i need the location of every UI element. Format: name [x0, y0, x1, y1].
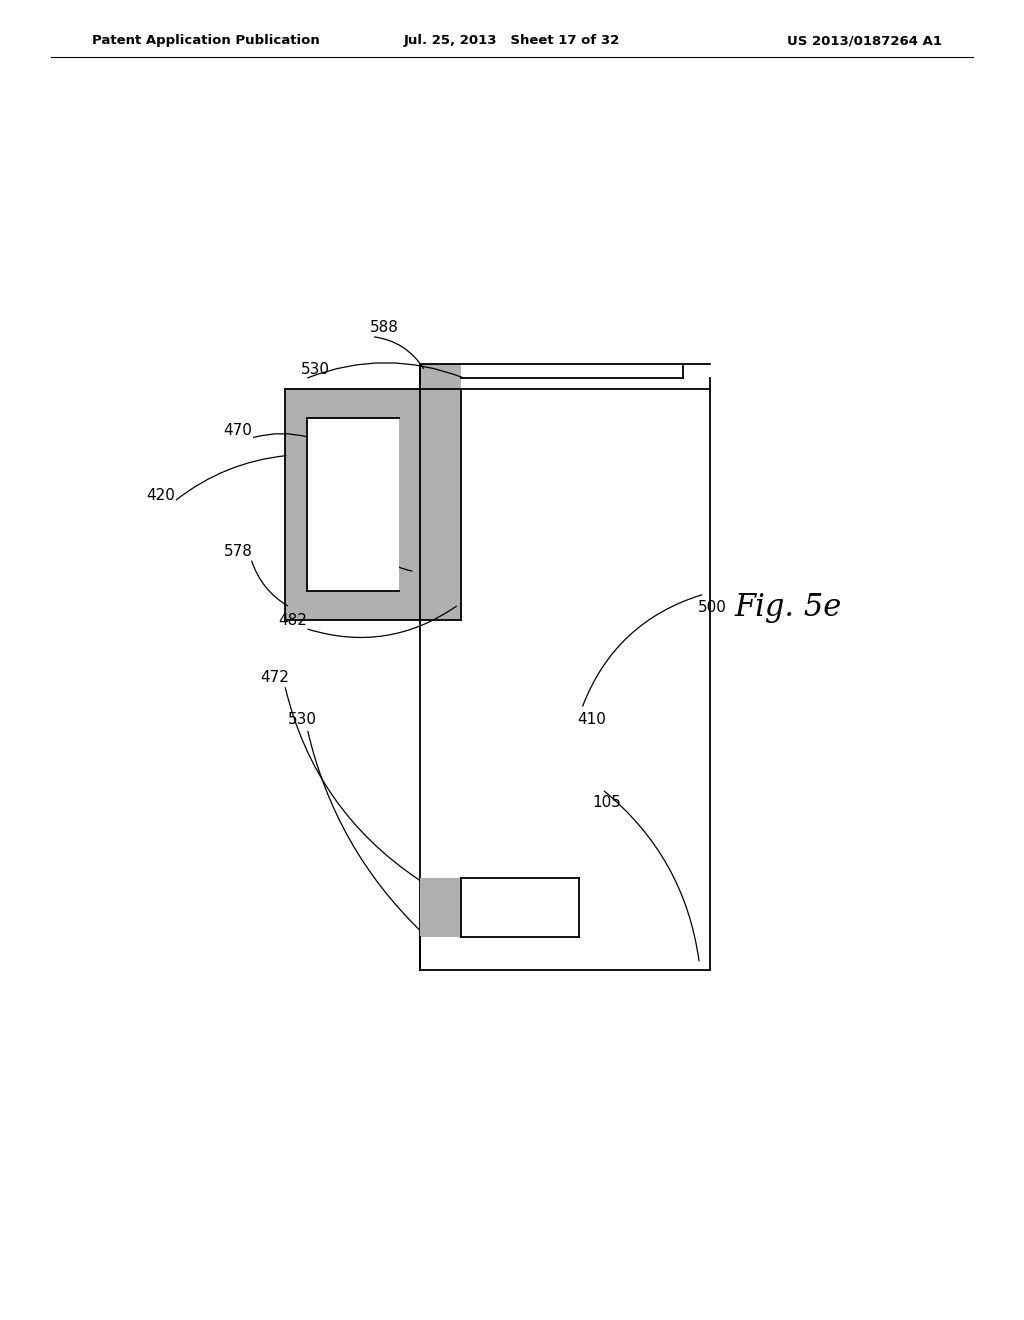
Text: 105: 105	[593, 795, 622, 810]
Bar	[285, 389, 461, 620]
Text: 530: 530	[301, 362, 330, 378]
Bar	[420, 364, 461, 620]
Text: Patent Application Publication: Patent Application Publication	[92, 34, 319, 48]
Text: US 2013/0187264 A1: US 2013/0187264 A1	[787, 34, 942, 48]
Text: Jul. 25, 2013   Sheet 17 of 32: Jul. 25, 2013 Sheet 17 of 32	[403, 34, 621, 48]
Text: 410: 410	[578, 711, 606, 727]
Text: 476: 476	[362, 487, 391, 503]
Text: 420: 420	[146, 487, 175, 503]
Text: 482: 482	[279, 612, 307, 628]
Bar	[420, 878, 579, 937]
Bar	[420, 878, 461, 937]
Text: Fig. 5e: Fig. 5e	[735, 591, 842, 623]
Text: 588: 588	[370, 319, 398, 335]
Text: 490: 490	[490, 900, 519, 916]
Bar	[307, 418, 399, 591]
Text: 470: 470	[223, 422, 252, 438]
Bar	[420, 364, 461, 389]
Text: 472: 472	[260, 669, 289, 685]
Text: 500: 500	[698, 599, 727, 615]
Text: 530: 530	[288, 711, 316, 727]
Text: 578: 578	[224, 544, 253, 560]
